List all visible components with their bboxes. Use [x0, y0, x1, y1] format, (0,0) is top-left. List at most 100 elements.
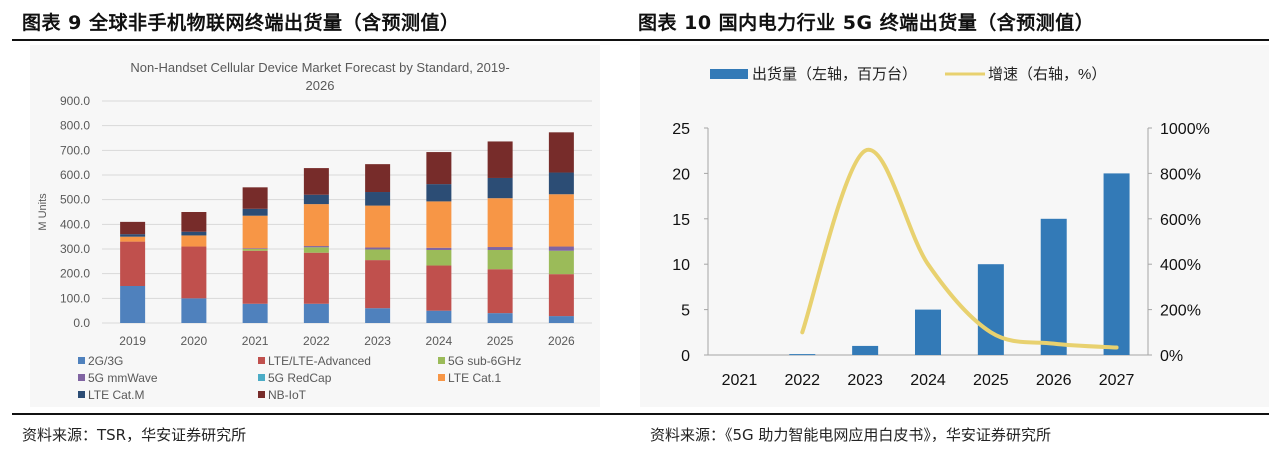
bar-segment-lte-cat-1 [242, 215, 268, 249]
stacked-bar-chart: Non-Handset Cellular Device Market Forec… [37, 60, 592, 402]
y-right-tick-label: 600% [1160, 212, 1201, 229]
bar-segment-5g-mmwave [426, 247, 452, 250]
x-tick-label: 2020 [181, 334, 208, 348]
x-tick-label: 2026 [1036, 372, 1072, 389]
bar-segment-lte-lte-advanced [181, 246, 207, 299]
y-left-tick-label: 0 [681, 348, 690, 365]
bar-segment-nb-iot [426, 152, 452, 185]
figure-10-title: 图表 10 国内电力行业 5G 终端出货量（含预测值） [638, 12, 1095, 34]
bar-segment-5g-mmwave [548, 246, 574, 251]
title-divider [12, 39, 1269, 41]
bar-segment-2g-3g [365, 308, 391, 323]
chart-1-panel: Non-Handset Cellular Device Market Forec… [30, 45, 600, 407]
bar-segment-lte-cat-m [548, 172, 574, 195]
bar-shipment [915, 309, 941, 355]
bar-segment-lte-cat-m [426, 184, 452, 202]
bar-segment-5g-mmwave [365, 247, 391, 250]
bar-segment-5g-sub-6ghz [303, 247, 329, 253]
bar-segment-lte-lte-advanced [120, 241, 146, 286]
bar-segment-lte-cat-1 [303, 204, 329, 247]
legend-label: LTE Cat.M [88, 388, 144, 402]
bar-shipment [977, 264, 1004, 355]
y-left-tick-label: 10 [672, 257, 690, 274]
legend-label: NB-IoT [268, 388, 307, 402]
legend-label: LTE/LTE-Advanced [268, 354, 371, 368]
bar-segment-lte-lte-advanced [365, 260, 391, 309]
x-tick-label: 2025 [973, 372, 1009, 389]
bar-segment-nb-iot [242, 187, 268, 209]
x-tick-label: 2021 [242, 334, 269, 348]
bar-segment-2g-3g [426, 310, 452, 323]
y-right-tick-label: 200% [1160, 303, 1201, 320]
bar-segment-2g-3g [242, 303, 268, 323]
legend-swatch [78, 391, 85, 398]
y-left-tick-label: 15 [672, 212, 690, 229]
figure-9-title: 图表 9 全球非手机物联网终端出货量（含预测值） [22, 12, 460, 34]
chart-2-panel: 出货量（左轴，百万台） 增速（右轴，%） 0 5 10 15 20 25 0% 200% 400% 6… [640, 45, 1269, 407]
y-axis-label: M Units [37, 193, 49, 231]
legend-label: LTE Cat.1 [448, 371, 501, 385]
legend-swatch [438, 357, 445, 364]
source-divider [12, 413, 1269, 415]
legend-swatch [78, 357, 85, 364]
bar-segment-lte-lte-advanced [303, 252, 329, 304]
bar-segment-5g-sub-6ghz [487, 249, 513, 270]
figure-10-source: 资料来源：《5G 助力智能电网应用白皮书》，华安证券研究所 [650, 426, 1051, 444]
legend-label: 5G sub-6GHz [448, 354, 521, 368]
y-tick-label: 900.0 [60, 94, 90, 108]
bar-line-combo-chart: 出货量（左轴，百万台） 增速（右轴，%）05101520250%200%400%6… [672, 66, 1210, 389]
y-tick-label: 800.0 [60, 119, 90, 133]
bar-shipment [1040, 218, 1067, 355]
bar-segment-lte-cat-m [487, 177, 513, 199]
legend-label-bar: 出货量（左轴，百万台） [752, 66, 917, 83]
y-tick-label: 400.0 [60, 217, 90, 231]
x-tick-label: 2021 [722, 372, 758, 389]
x-tick-label: 2025 [487, 334, 514, 348]
legend-swatch [258, 391, 265, 398]
bar-segment-lte-cat-1 [120, 236, 146, 242]
bar-segment-2g-3g [548, 316, 574, 323]
x-tick-label: 2024 [910, 372, 946, 389]
bar-segment-lte-cat-1 [548, 194, 574, 247]
bar-segment-nb-iot [548, 132, 574, 173]
y-right-tick-label: 400% [1160, 257, 1201, 274]
bar-segment-lte-lte-advanced [487, 269, 513, 314]
growth-rate-line [800, 147, 1119, 350]
legend-swatch [258, 357, 265, 364]
y-tick-label: 700.0 [60, 143, 90, 157]
y-tick-label: 100.0 [60, 291, 90, 305]
bar-segment-nb-iot [487, 141, 513, 178]
bar-segment-lte-lte-advanced [548, 274, 574, 317]
bar-segment-lte-cat-1 [426, 201, 452, 248]
bar-segment-2g-3g [303, 303, 329, 323]
legend-swatch-bar [710, 69, 748, 79]
legend-swatch [258, 374, 265, 381]
bar-segment-5g-sub-6ghz [426, 249, 452, 266]
bar-segment-2g-3g [181, 298, 207, 323]
x-tick-label: 2026 [548, 334, 575, 348]
x-tick-label: 2023 [364, 334, 391, 348]
bar-segment-lte-cat-1 [487, 198, 513, 248]
bar-segment-2g-3g [487, 313, 513, 323]
x-tick-label: 2023 [847, 372, 883, 389]
bar-segment-nb-iot [303, 168, 329, 195]
x-tick-label: 2027 [1099, 372, 1135, 389]
bar-segment-lte-cat-m [120, 234, 146, 237]
bar-segment-nb-iot [120, 221, 146, 235]
bar-segment-lte-cat-m [242, 208, 268, 216]
bar-shipment [789, 354, 816, 356]
x-tick-label: 2024 [426, 334, 453, 348]
figure-9-source: 资料来源：TSR，华安证券研究所 [22, 426, 247, 444]
y-tick-label: 0.0 [73, 316, 90, 330]
legend-label: 5G mmWave [88, 371, 158, 385]
bar-segment-nb-iot [365, 164, 391, 193]
bar-segment-lte-cat-m [181, 231, 207, 236]
bar-segment-2g-3g [120, 286, 146, 323]
bar-segment-lte-lte-advanced [426, 265, 452, 311]
bar-shipment [852, 345, 879, 355]
bar-segment-lte-cat-m [303, 194, 329, 205]
bar-segment-5g-sub-6ghz [242, 249, 268, 251]
y-left-tick-label: 20 [672, 166, 690, 183]
legend-swatch [78, 374, 85, 381]
legend-label: 2G/3G [88, 354, 123, 368]
